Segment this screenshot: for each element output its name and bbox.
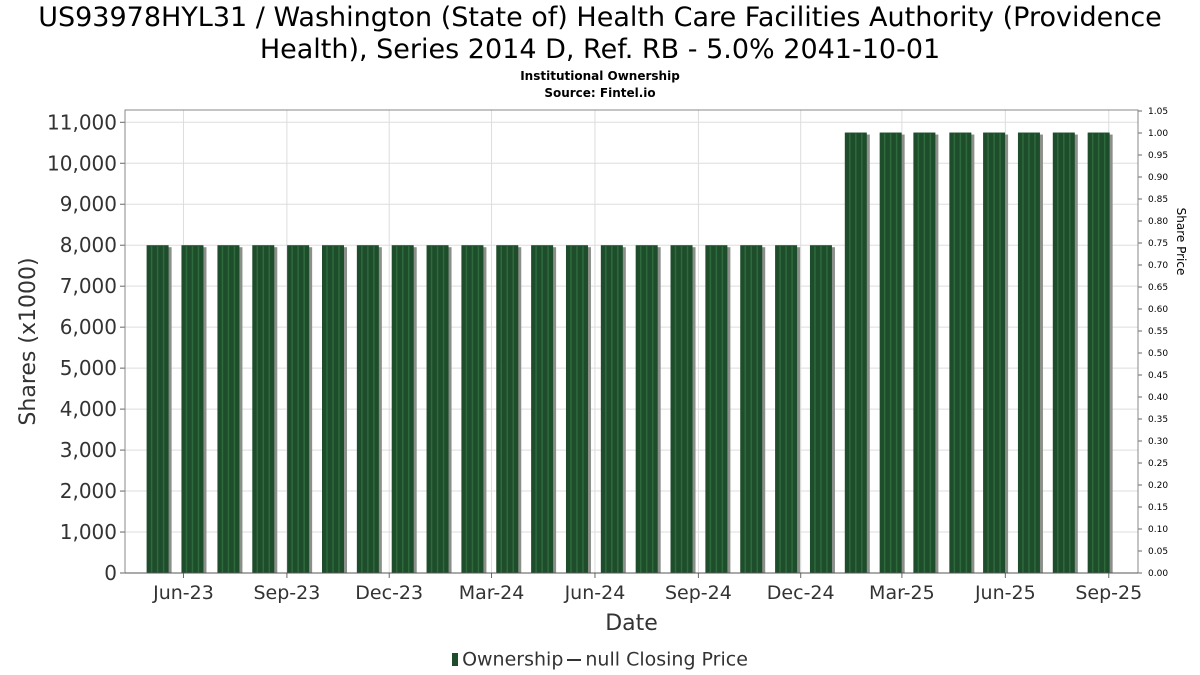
x-tick-label: Dec-24 xyxy=(767,582,835,604)
y-tick-label: 0 xyxy=(104,561,117,585)
y-tick-label: 3,000 xyxy=(60,438,117,462)
chart-title-line1: US93978HYL31 / Washington (State of) Hea… xyxy=(38,2,1162,33)
y2-tick-label: 0.25 xyxy=(1148,459,1168,469)
y-tick-label: 4,000 xyxy=(60,397,117,421)
chart-legend: Ownership null Closing Price xyxy=(0,648,1200,671)
y-tick-label: 11,000 xyxy=(47,110,117,134)
y-axis-label: Shares (x1000) xyxy=(16,257,41,425)
y-tick-label: 5,000 xyxy=(60,356,117,380)
y2-tick-label: 0.15 xyxy=(1148,503,1168,513)
y2-tick-label: 0.50 xyxy=(1148,349,1168,359)
y2-tick-label: 0.00 xyxy=(1148,569,1168,579)
x-tick-label: Jun-23 xyxy=(152,582,214,604)
y2-tick-label: 1.05 xyxy=(1148,107,1168,117)
y2-tick-label: 0.65 xyxy=(1148,283,1168,293)
y-tick-label: 9,000 xyxy=(60,192,117,216)
y2-tick-label: 0.90 xyxy=(1148,173,1168,183)
y-tick-label: 1,000 xyxy=(60,520,117,544)
chart-title-line2: Health), Series 2014 D, Ref. RB - 5.0% 2… xyxy=(259,34,941,65)
x-axis-label: Date xyxy=(605,611,658,636)
y2-tick-label: 0.75 xyxy=(1148,239,1168,249)
y2-tick-label: 0.60 xyxy=(1148,305,1168,315)
y-tick-label: 10,000 xyxy=(47,151,117,175)
y2-axis-label: Share Price xyxy=(1174,208,1188,276)
y2-tick-label: 0.30 xyxy=(1148,437,1168,447)
x-tick-label: Sep-24 xyxy=(665,582,732,604)
x-tick-label: Sep-23 xyxy=(253,582,320,604)
y2-tick-label: 0.05 xyxy=(1148,547,1168,557)
legend-ownership-swatch xyxy=(452,653,459,666)
y2-tick-label: 0.95 xyxy=(1148,151,1168,161)
chart-subtitle: Institutional Ownership xyxy=(520,69,680,83)
y2-tick-label: 0.55 xyxy=(1148,327,1168,337)
x-tick-label: Sep-25 xyxy=(1075,582,1142,604)
y2-tick-label: 0.10 xyxy=(1148,525,1168,535)
y2-tick-label: 0.85 xyxy=(1148,195,1168,205)
y2-tick-label: 1.00 xyxy=(1148,129,1168,139)
legend-ownership-label: Ownership xyxy=(462,648,564,671)
chart-source: Source: Fintel.io xyxy=(544,86,656,100)
x-tick-label: Mar-25 xyxy=(869,582,935,604)
x-tick-label: Jun-25 xyxy=(974,582,1036,604)
y-tick-label: 2,000 xyxy=(60,479,117,503)
x-tick-label: Dec-23 xyxy=(355,582,423,604)
y-tick-label: 6,000 xyxy=(60,315,117,339)
x-tick-label: Mar-24 xyxy=(459,582,525,604)
x-tick-label: Jun-24 xyxy=(564,582,626,604)
y2-tick-label: 0.40 xyxy=(1148,393,1168,403)
y2-tick-label: 0.70 xyxy=(1148,261,1168,271)
y2-tick-label: 0.35 xyxy=(1148,415,1168,425)
y2-tick-label: 0.45 xyxy=(1148,371,1168,381)
legend-price-label: null Closing Price xyxy=(585,648,748,671)
y2-tick-label: 0.20 xyxy=(1148,481,1168,491)
legend-price-line xyxy=(567,658,582,661)
y2-tick-label: 0.80 xyxy=(1148,217,1168,227)
y-tick-label: 8,000 xyxy=(60,233,117,257)
y-tick-label: 7,000 xyxy=(60,274,117,298)
